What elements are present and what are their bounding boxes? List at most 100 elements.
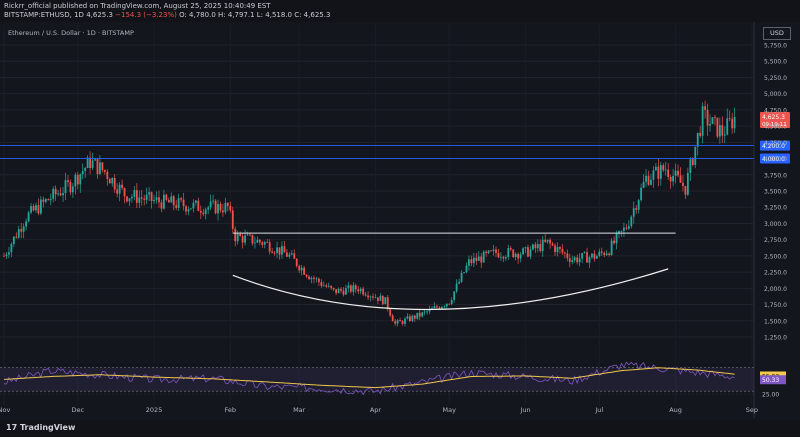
candle-body — [111, 177, 114, 184]
candle-body — [448, 303, 451, 305]
candle-body — [249, 234, 251, 236]
candle-body — [99, 162, 101, 175]
candle-body — [362, 288, 365, 295]
candle-body — [595, 256, 598, 259]
candle-body — [121, 184, 123, 188]
candle-body — [379, 295, 382, 301]
last-price-badge — [760, 112, 790, 128]
x-tick-label: 2025 — [146, 406, 163, 414]
candle-body — [704, 106, 706, 110]
candle-body — [586, 252, 588, 263]
candle-body — [699, 132, 702, 136]
candle-body — [401, 321, 404, 324]
candle-body — [165, 194, 168, 200]
candle-body — [69, 182, 72, 193]
candle-body — [655, 166, 657, 171]
candle-body — [669, 176, 672, 182]
level-badge — [760, 153, 790, 164]
candle-body — [62, 193, 64, 196]
currency-button[interactable]: USD — [763, 27, 791, 40]
y-tick-label: 2,750.0 — [764, 237, 787, 244]
candle-body — [49, 198, 52, 201]
y-tick-label: 3,000.0 — [764, 221, 787, 228]
candle-body — [613, 240, 615, 244]
candle-body — [354, 285, 357, 290]
x-tick-label: Mar — [293, 406, 306, 414]
x-tick-label: Aug — [669, 406, 682, 414]
candle-body — [278, 247, 281, 255]
candle-body — [22, 226, 25, 232]
candle-body — [682, 182, 684, 186]
candle-body — [185, 206, 187, 212]
candle-body — [64, 180, 67, 194]
candle-body — [320, 282, 323, 286]
candle-body — [554, 245, 556, 253]
candle-body — [517, 253, 520, 259]
x-tick-label: Feb — [225, 406, 237, 414]
candle-body — [647, 175, 650, 185]
candle-body — [423, 311, 426, 313]
candle-body — [170, 196, 173, 203]
candle-body — [332, 287, 335, 290]
candle-body — [571, 260, 574, 263]
symbol-label[interactable]: BITSTAMP:ETHUSD, 1D — [4, 11, 84, 19]
candle-body — [440, 306, 443, 309]
x-tick-label: May — [443, 406, 457, 414]
candle-body — [158, 197, 160, 203]
candle-body — [81, 171, 84, 175]
candle-body — [231, 210, 234, 229]
candle-body — [276, 247, 278, 254]
rsi-badge-text: 50.33 — [762, 377, 779, 384]
candle-body — [556, 246, 559, 253]
candle-body — [54, 188, 57, 195]
candle-body — [386, 297, 389, 310]
candle-body — [167, 199, 170, 203]
candle-body — [89, 157, 91, 168]
candle-body — [337, 288, 340, 294]
candle-body — [293, 253, 296, 259]
candle-body — [391, 315, 394, 322]
candle-body — [507, 247, 510, 258]
rsi-tick-label: 25.00 — [762, 392, 779, 399]
candle-body — [672, 175, 675, 182]
candle-body — [374, 297, 377, 299]
candle-body — [15, 236, 18, 238]
candle-body — [679, 175, 682, 183]
candle-body — [153, 199, 155, 202]
candle-body — [618, 231, 620, 234]
candle-body — [625, 227, 628, 229]
candle-body — [492, 249, 495, 251]
candle-body — [335, 289, 337, 294]
candle-body — [480, 256, 483, 263]
candle-body — [591, 253, 593, 258]
candle-body — [340, 288, 342, 291]
candle-body — [79, 174, 82, 185]
candle-body — [532, 244, 534, 250]
candle-body — [413, 315, 416, 319]
candle-body — [234, 228, 237, 242]
candle-body — [381, 295, 384, 305]
footer-bar — [0, 420, 800, 437]
candle-body — [10, 244, 13, 253]
rsi-ma-line — [3, 367, 735, 389]
candle-body — [290, 253, 293, 255]
candle-body — [519, 254, 522, 259]
candle-body — [349, 285, 352, 292]
candle-body — [645, 175, 647, 182]
candle-body — [347, 285, 350, 289]
candle-body — [219, 203, 222, 211]
candle-body — [664, 169, 667, 171]
candle-body — [640, 187, 643, 201]
candle-body — [686, 173, 689, 195]
candle-body — [140, 197, 143, 199]
x-axis: Nov Dec 2025 Feb Mar Apr May Jun Jul Aug Sep — [0, 406, 758, 414]
y-tick-label: 2,000.0 — [764, 286, 787, 293]
candle-body — [659, 165, 662, 179]
candle-body — [123, 187, 126, 197]
candle-body — [559, 246, 561, 249]
candle-body — [116, 189, 119, 194]
candle-body — [194, 200, 197, 203]
candle-body — [406, 316, 409, 319]
candle-body — [241, 236, 244, 243]
